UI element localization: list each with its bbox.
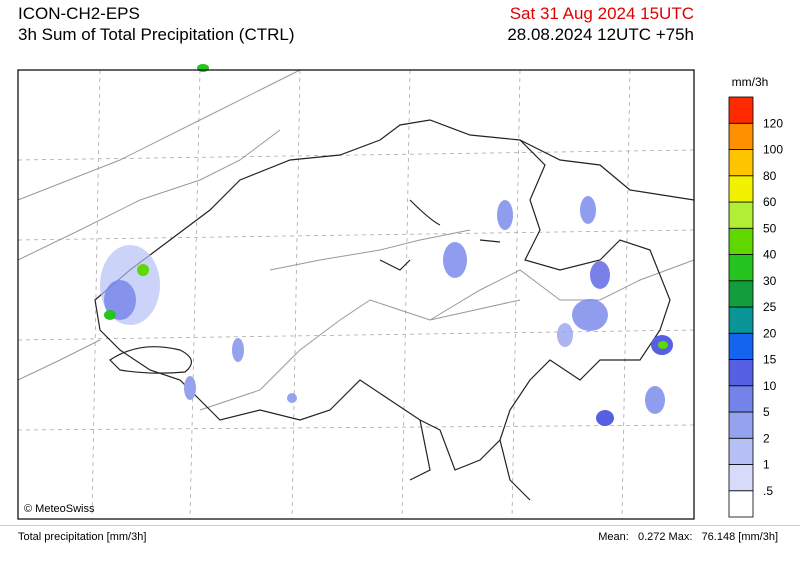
run-time: 28.08.2024 12UTC +75h <box>507 25 694 44</box>
footer-left: Total precipitation [mm/3h] <box>18 531 147 543</box>
map-frame <box>17 69 695 520</box>
colorbar-label: 60 <box>763 195 777 209</box>
colorbar-bin <box>728 385 754 413</box>
footer-rule <box>0 525 800 526</box>
credit: © MeteoSwiss <box>24 503 95 515</box>
colorbar-bin <box>728 227 754 255</box>
colorbar-label: 5 <box>763 405 770 419</box>
regional-borders <box>17 69 695 411</box>
model-name: ICON-CH2-EPS <box>18 4 140 23</box>
colorbar-bin <box>728 306 754 334</box>
colorbar-bin <box>728 280 754 308</box>
colorbar-label: 100 <box>763 143 783 157</box>
colorbar-label: 10 <box>763 379 777 393</box>
colorbar-bin <box>728 254 754 282</box>
colorbar-label: 50 <box>763 221 777 235</box>
colorbar-bin <box>728 411 754 439</box>
footer-right: Mean: 0.272 Max: 76.148 [mm/3h] <box>598 531 778 543</box>
country-borders <box>94 119 695 501</box>
colorbar-bin <box>728 175 754 203</box>
precipitation <box>100 64 673 426</box>
colorbar-label: 1 <box>763 458 770 472</box>
colorbar-bin <box>728 201 754 229</box>
colorbar-label: 25 <box>763 300 777 314</box>
colorbar-bin <box>728 437 754 465</box>
colorbar-bin <box>728 464 754 492</box>
colorbar-label: 80 <box>763 169 777 183</box>
colorbar-label: .5 <box>763 484 773 498</box>
colorbar-bin <box>728 490 754 518</box>
colorbar-label: 15 <box>763 353 777 367</box>
colorbar-label: 30 <box>763 274 777 288</box>
colorbar-bin <box>728 122 754 150</box>
graticule <box>17 69 695 520</box>
colorbar-bin <box>728 149 754 177</box>
colorbar-label: 2 <box>763 431 770 445</box>
field-name: 3h Sum of Total Precipitation (CTRL) <box>18 25 295 44</box>
colorbar-label: 120 <box>763 116 783 130</box>
colorbar-bin <box>728 96 754 124</box>
valid-time: Sat 31 Aug 2024 15UTC <box>509 4 694 23</box>
colorbar-bin <box>728 332 754 360</box>
colorbar-bin <box>728 359 754 387</box>
colorbar-label: 40 <box>763 248 777 262</box>
legend-unit: mm/3h <box>732 75 769 89</box>
colorbar-label: 20 <box>763 326 777 340</box>
